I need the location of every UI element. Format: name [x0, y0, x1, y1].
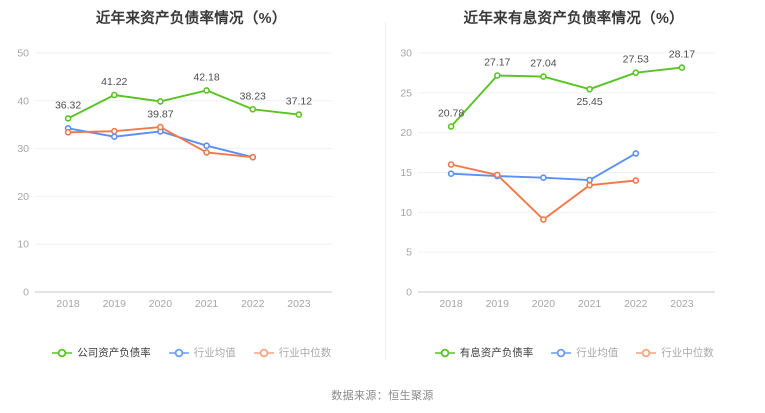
data-point-marker	[585, 85, 593, 93]
legend-right: 有息资产负债率 行业均值 行业中位数	[383, 345, 765, 360]
legend-label: 行业均值	[576, 347, 619, 359]
chart-panel-asset-liability-ratio: 近年来资产负债率情况（%） 0 10 20 30 40 50 2018 2019 2020 202…	[0, 0, 383, 372]
y-axis-tick-label: 40	[17, 95, 29, 107]
legend-label: 有息资产负债率	[459, 347, 534, 359]
legend-line-marker-icon	[434, 348, 455, 357]
data-point-marker	[678, 64, 685, 71]
x-axis-tick-label: 2019	[103, 298, 127, 310]
legend-item-industry-average[interactable]: 行业均值	[550, 345, 618, 360]
legend-item-interest-bearing-ratio[interactable]: 有息资产负债率	[434, 345, 534, 360]
data-point-marker	[493, 171, 501, 179]
legend-line-marker-icon	[52, 348, 73, 357]
data-point-label: 37.12	[286, 96, 312, 108]
data-point-label: 25.45	[576, 96, 602, 108]
data-point-label: 27.53	[622, 54, 648, 66]
legend-item-industry-average[interactable]: 行业均值	[168, 345, 236, 360]
chart-title-left: 近年来资产负债率情况（%）	[95, 11, 287, 27]
legend-label: 行业中位数	[278, 347, 332, 359]
data-point-label: 28.17	[668, 49, 694, 61]
data-point-marker	[111, 127, 118, 135]
data-point-label: 39.87	[147, 108, 173, 120]
line-chart-left-svg: 0 10 20 30 40 50 2018 2019 2020 2021 2022 2023 36.32…	[17, 48, 332, 310]
x-axis-tick-label: 2023	[670, 298, 694, 310]
data-point-marker	[493, 72, 501, 79]
y-axis-tick-label: 10	[400, 207, 412, 219]
x-axis-tick-label: 2021	[577, 298, 601, 310]
x-axis-tick-label: 2020	[149, 298, 173, 310]
data-point-marker	[539, 174, 547, 181]
legend-line-marker-icon	[253, 348, 274, 357]
data-point-marker	[585, 176, 593, 184]
data-point-marker	[203, 87, 210, 94]
data-point-label: 20.78	[437, 107, 463, 119]
legend-label: 行业中位数	[661, 347, 714, 359]
y-axis-tick-label: 30	[400, 48, 412, 60]
data-point-marker	[111, 133, 118, 140]
x-axis-tick-label: 2022	[241, 298, 265, 310]
legend-line-marker-icon	[168, 348, 189, 357]
x-axis-tick-label: 2021	[195, 298, 219, 310]
data-point-marker	[249, 153, 257, 161]
y-axis-tick-label: 30	[17, 143, 29, 155]
data-source-footer: 数据来源：恒生聚源	[331, 390, 434, 402]
data-point-marker	[447, 161, 454, 168]
data-point-marker	[447, 170, 454, 177]
legend-item-company-ratio[interactable]: 公司资产负债率	[51, 345, 151, 360]
legend-item-industry-median[interactable]: 行业中位数	[253, 345, 332, 360]
y-axis-tick-label: 0	[23, 287, 29, 299]
charts-row: 近年来资产负债率情况（%） 0 10 20 30 40 50 2018 2019 2020 202…	[0, 0, 765, 372]
legend-label: 行业均值	[193, 347, 236, 359]
data-point-marker	[632, 69, 639, 76]
y-axis-tick-label: 15	[400, 167, 412, 179]
data-point-marker	[64, 129, 72, 136]
data-point-marker	[203, 142, 210, 149]
y-axis-tick-label: 20	[400, 127, 412, 139]
data-point-label: 42.18	[193, 71, 219, 83]
x-axis-tick-label: 2020	[531, 298, 555, 310]
data-point-marker	[539, 73, 547, 80]
x-axis-tick-label: 2019	[485, 298, 509, 310]
data-point-marker	[249, 106, 257, 113]
chart-panel-interest-bearing-ratio: 近年来有息资产负债率情况（%） 0 5 10 15 20 25 30 2018 2019 2020…	[383, 0, 765, 372]
legend-line-marker-icon	[636, 348, 657, 357]
data-point-label: 41.22	[101, 76, 127, 88]
data-point-marker	[295, 111, 303, 118]
panel-divider	[385, 22, 386, 360]
x-axis-tick-label: 2022	[624, 298, 648, 310]
data-point-marker	[64, 115, 72, 122]
y-axis-tick-label: 50	[17, 48, 29, 60]
x-axis-tick-label: 2018	[56, 298, 80, 310]
data-point-marker	[632, 177, 639, 184]
data-point-marker	[203, 149, 210, 156]
chart-title-right: 近年来有息资产负债率情况（%）	[463, 11, 684, 27]
legend-item-industry-median[interactable]: 行业中位数	[635, 345, 714, 360]
x-axis-tick-label: 2018	[439, 298, 463, 310]
y-axis-tick-label: 0	[406, 287, 412, 299]
data-point-label: 38.23	[240, 90, 266, 102]
data-point-marker	[539, 216, 547, 223]
y-axis-tick-label: 25	[400, 87, 412, 99]
y-axis-tick-label: 5	[406, 247, 412, 259]
legend-left: 公司资产负债率 行业均值 行业中位数	[0, 345, 383, 360]
x-axis-tick-label: 2023	[287, 298, 311, 310]
data-point-marker	[157, 123, 164, 131]
y-axis-tick-label: 20	[17, 191, 29, 203]
chart-plot-left: 0 10 20 30 40 50 2018 2019 2020 2021 2022 2023 36.32…	[0, 0, 383, 330]
chart-plot-right: 0 5 10 15 20 25 30 2018 2019 2020 2021 2022 2023 20.7…	[383, 0, 765, 330]
data-point-label: 27.04	[530, 58, 556, 70]
legend-label: 公司资产负债率	[77, 347, 151, 359]
legend-line-marker-icon	[551, 348, 572, 357]
data-point-marker	[585, 181, 593, 189]
data-point-marker	[632, 150, 639, 157]
y-axis-tick-label: 10	[17, 239, 29, 251]
data-point-label: 36.32	[55, 99, 81, 111]
line-chart-right-svg: 0 5 10 15 20 25 30 2018 2019 2020 2021 2022 2023 20.7…	[400, 48, 715, 310]
data-point-marker	[447, 123, 454, 130]
data-point-marker	[157, 98, 164, 105]
data-point-label: 27.17	[484, 57, 510, 69]
data-point-marker	[111, 91, 118, 99]
